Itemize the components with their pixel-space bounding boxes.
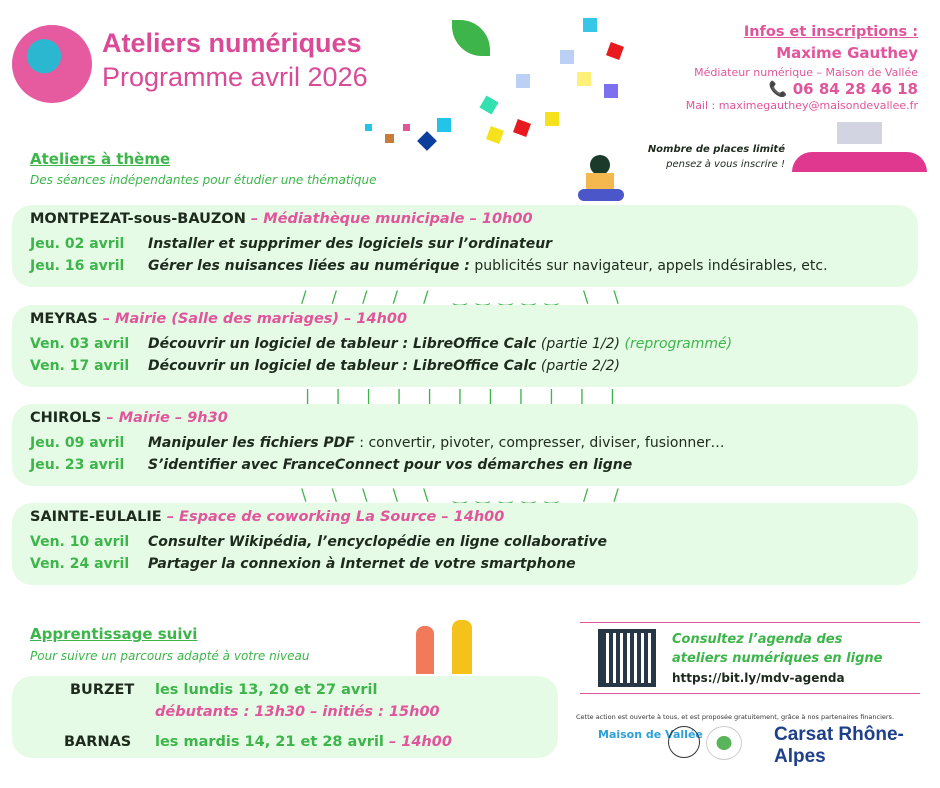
session-row: Ven. 03 avril Découvrir un logiciel de ta… (30, 333, 918, 355)
places-note: Nombre de places limité pensez à vous ins… (620, 142, 785, 172)
session-place: – Mairie (Salle des mariages) – 14h00 (97, 311, 408, 327)
session-title: Découvrir un logiciel de tableur : Libre… (148, 358, 537, 374)
session-montpezat: MONTPEZAT-sous-BAUZON – Médiathèque muni… (12, 205, 918, 287)
themes-subtitle: Des séances indépendantes pour étudier u… (30, 173, 377, 187)
session-row: Ven. 10 avril Consulter Wikipédia, l’ency… (30, 531, 918, 553)
phone-icon: 📞 (768, 80, 793, 98)
contact-role: Médiateur numérique – Maison de Vallée (694, 66, 918, 79)
session-town: SAINTE-EULALIE (30, 509, 162, 525)
partner-logo (706, 726, 742, 760)
agenda-line2: ateliers numériques en ligne (672, 651, 883, 666)
themes-title: Ateliers à thème (30, 150, 171, 168)
session-date: Ven. 17 avril (30, 358, 130, 374)
session-row: Ven. 24 avril Partager la connexion à Int… (30, 553, 918, 575)
page-subtitle: Programme avril 2026 (102, 62, 368, 92)
contact-heading: Infos et inscriptions : (743, 24, 918, 40)
session-date: Jeu. 02 avril (30, 236, 125, 252)
audience-illustration (792, 122, 927, 172)
session-place: – Espace de coworking La Source – 14h00 (161, 509, 505, 525)
session-title: Gérer les nuisances liées au numérique : (148, 258, 470, 274)
barnas-town: BARNAS (64, 734, 132, 750)
session-date: Ven. 24 avril (30, 556, 130, 572)
page-title: Ateliers numériques (102, 28, 362, 58)
laptop-person-illustration (578, 155, 624, 205)
places-note-line1: Nombre de places limité (647, 144, 785, 155)
session-row: Ven. 17 avril Découvrir un logiciel de ta… (30, 355, 918, 377)
phone-number[interactable]: 06 84 28 46 18 (792, 80, 918, 98)
carsat-logo: Carsat Rhône-Alpes (774, 724, 904, 767)
partner-logo (668, 726, 700, 758)
session-date: Jeu. 09 avril (30, 435, 125, 451)
session-town: CHIROLS (30, 410, 102, 426)
session-row: Jeu. 16 avril Gérer les nuisances liées a… (30, 255, 918, 277)
places-note-line2: pensez à vous inscrire ! (666, 159, 785, 170)
agenda-text: Consultez l’agenda des ateliers numérique… (672, 630, 882, 668)
session-detail: : convertir, pivoter, compresser, divise… (354, 435, 725, 451)
session-row: Jeu. 02 avril Installer et supprimer des … (30, 233, 918, 255)
session-sainte-eulalie: SAINTE-EULALIE – Espace de coworking La … (12, 503, 918, 585)
followup-panel (12, 676, 558, 758)
agenda-line1: Consultez l’agenda des (672, 632, 843, 647)
session-row: Jeu. 09 avril Manipuler les fichiers PDF … (30, 432, 918, 454)
session-town: MONTPEZAT-sous-BAUZON (30, 211, 246, 227)
barnas-schedule: les mardis 14, 21 et 28 avril – 14h00 (155, 734, 452, 750)
divider-decoration: | | | | | | | | | | | | (304, 386, 626, 404)
followup-title: Apprentissage suivi (30, 625, 198, 643)
burzet-town: BURZET (70, 682, 135, 698)
session-place: – Médiathèque municipale – 10h00 (245, 211, 533, 227)
session-header: MONTPEZAT-sous-BAUZON – Médiathèque muni… (30, 211, 918, 227)
session-meyras: MEYRAS – Mairie (Salle des mariages) – 1… (12, 305, 918, 387)
session-date: Jeu. 16 avril (30, 258, 125, 274)
divider-decoration: / / / / / ‿‿‿‿‿ \ \ \ \ \ (301, 287, 629, 305)
session-date: Ven. 03 avril (30, 336, 130, 352)
session-date: Jeu. 23 avril (30, 457, 125, 473)
session-header: MEYRAS – Mairie (Salle des mariages) – 1… (30, 311, 918, 327)
session-detail: (partie 1/2) (536, 336, 621, 352)
divider-decoration: \ \ \ \ \ ‿‿‿‿‿ / / / / / (301, 485, 629, 503)
session-date: Ven. 10 avril (30, 534, 130, 550)
qr-code[interactable] (598, 629, 656, 687)
contact-phone[interactable]: 📞 06 84 28 46 18 (769, 80, 918, 98)
barnas-time: – 14h00 (383, 734, 452, 750)
session-title: S’identifier avec FranceConnect pour vos… (148, 457, 633, 473)
session-header: SAINTE-EULALIE – Espace de coworking La … (30, 509, 918, 525)
session-title: Découvrir un logiciel de tableur : Libre… (148, 336, 537, 352)
barnas-dates: les mardis 14, 21 et 28 avril (155, 734, 384, 750)
session-chirols: CHIROLS – Mairie – 9h30 Jeu. 09 avril Man… (12, 404, 918, 486)
footer-text: Cette action est ouverte à tous, et est … (576, 713, 895, 721)
burzet-levels: débutants : 13h30 – initiés : 15h00 (155, 704, 440, 720)
session-title: Partager la connexion à Internet de votr… (148, 556, 576, 572)
agenda-box: Consultez l’agenda des ateliers numérique… (580, 622, 920, 694)
session-town: MEYRAS (30, 311, 98, 327)
session-detail: publicités sur navigateur, appels indési… (469, 258, 828, 274)
burzet-dates: les lundis 13, 20 et 27 avril (155, 682, 378, 698)
followup-subtitle: Pour suivre un parcours adapté à votre n… (30, 649, 310, 663)
session-place: – Mairie – 9h30 (101, 410, 228, 426)
leaf-icon (452, 20, 490, 56)
session-title: Consulter Wikipédia, l’encyclopédie en l… (148, 534, 608, 550)
session-note: (reprogrammé) (620, 336, 733, 352)
agenda-link[interactable]: https://bit.ly/mdv-agenda (672, 671, 845, 685)
contact-name: Maxime Gauthey (776, 44, 918, 62)
session-detail: (partie 2/2) (536, 358, 621, 374)
session-title: Installer et supprimer des logiciels sur… (148, 236, 553, 252)
workshop-logo (12, 25, 92, 103)
session-row: Jeu. 23 avril S’identifier avec FranceCon… (30, 454, 918, 476)
session-header: CHIROLS – Mairie – 9h30 (30, 410, 918, 426)
contact-mail[interactable]: Mail : maximegauthey@maisondevallee.fr (685, 99, 918, 112)
session-title: Manipuler les fichiers PDF (148, 435, 355, 451)
people-illustration (412, 612, 478, 674)
